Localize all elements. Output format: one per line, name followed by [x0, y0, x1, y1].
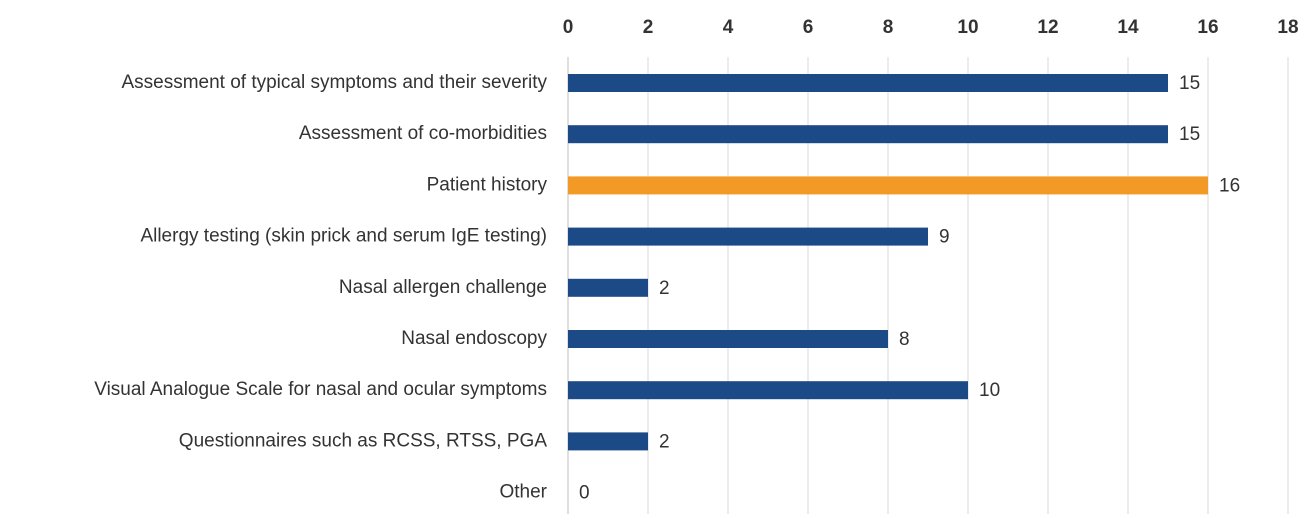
x-tick-label: 2	[643, 17, 654, 38]
data-label: 9	[939, 227, 950, 248]
bar	[568, 432, 648, 451]
data-label: 8	[899, 329, 910, 350]
y-tick-label: Questionnaires such as RCSS, RTSS, PGA	[179, 430, 548, 451]
bar	[568, 381, 968, 400]
x-tick-label: 8	[883, 17, 894, 38]
bar	[568, 176, 1208, 195]
data-label: 16	[1219, 175, 1240, 196]
bar	[568, 74, 1168, 92]
bar	[568, 125, 1168, 144]
x-tick-label: 16	[1197, 17, 1218, 38]
data-label: 15	[1179, 73, 1200, 94]
y-tick-label: Assessment of typical symptoms and their…	[121, 72, 547, 93]
x-tick-label: 12	[1037, 17, 1058, 38]
y-tick-label: Visual Analogue Scale for nasal and ocul…	[94, 379, 547, 400]
x-tick-label: 6	[803, 17, 814, 38]
data-label: 2	[659, 278, 670, 299]
y-tick-label: Allergy testing (skin prick and serum Ig…	[140, 226, 547, 247]
bar	[568, 227, 928, 246]
x-tick-label: 18	[1277, 17, 1298, 38]
x-tick-label: 14	[1117, 17, 1139, 38]
data-label: 15	[1179, 124, 1200, 145]
x-tick-label: 0	[563, 17, 574, 38]
y-tick-label: Other	[499, 482, 547, 503]
x-tick-label: 10	[957, 17, 978, 38]
y-tick-label: Assessment of co-morbidities	[299, 123, 547, 144]
y-tick-label: Nasal endoscopy	[401, 328, 547, 349]
data-label: 2	[659, 431, 670, 452]
data-label: 10	[979, 380, 1000, 401]
bar	[568, 278, 648, 297]
y-tick-label: Patient history	[427, 174, 548, 195]
y-tick-label: Nasal allergen challenge	[339, 277, 547, 298]
x-tick-label: 4	[723, 17, 734, 38]
data-label: 0	[579, 483, 590, 504]
bar	[568, 330, 888, 348]
